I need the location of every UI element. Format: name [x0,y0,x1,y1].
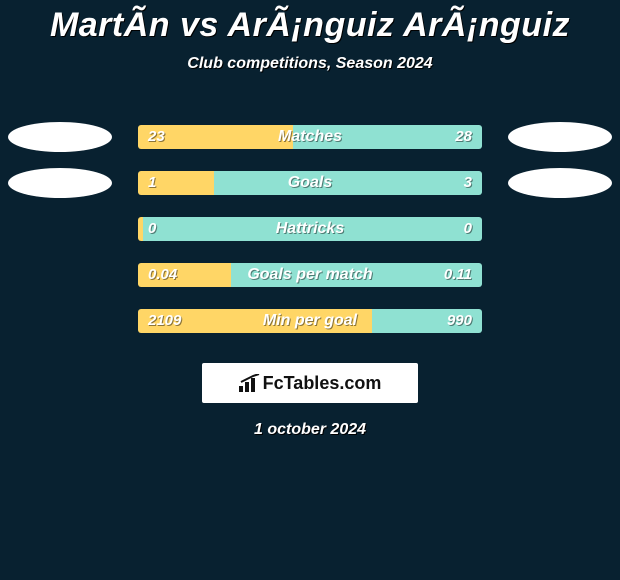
comparison-widget: MartÃ­n vs ArÃ¡nguiz ArÃ¡nguiz Club comp… [0,0,620,580]
stat-bar: Matches23 28 [138,125,482,149]
stat-value-right: 990 [447,309,472,333]
stat-label: Hattricks [138,217,482,241]
stat-value-left: 23 [148,125,165,149]
brand-text: FcTables.com [263,373,382,394]
stat-row: Hattricks0 0 [0,207,620,253]
player-right-oval [508,168,612,198]
stat-row: Goals1 3 [0,161,620,207]
player-left-oval [8,122,112,152]
stat-value-right: 0.11 [444,263,472,287]
stat-rows: Matches23 28 Goals1 3 Hattricks0 0 Goals per m… [0,115,620,345]
stat-value-left: 0.04 [148,263,177,287]
player-right-oval [508,122,612,152]
stat-value-right: 28 [455,125,472,149]
footer-date: 1 october 2024 [0,421,620,439]
stat-value-left: 2109 [148,309,181,333]
stat-bar: Goals1 3 [138,171,482,195]
brand-box[interactable]: FcTables.com [202,363,418,403]
stat-label: Min per goal [138,309,482,333]
stat-value-left: 0 [148,217,156,241]
stat-bar: Min per goal2109 990 [138,309,482,333]
stat-value-right: 0 [464,217,472,241]
stat-label: Matches [138,125,482,149]
player-left-oval [8,168,112,198]
stat-label: Goals [138,171,482,195]
subtitle: Club competitions, Season 2024 [0,55,620,73]
stat-value-right: 3 [464,171,472,195]
bar-chart-icon [239,374,261,392]
stat-bar: Hattricks0 0 [138,217,482,241]
stat-row: Matches23 28 [0,115,620,161]
stat-row: Min per goal2109 990 [0,299,620,345]
stat-label: Goals per match [138,263,482,287]
stat-row: Goals per match0.04 0.11 [0,253,620,299]
stat-value-left: 1 [148,171,156,195]
page-title: MartÃ­n vs ArÃ¡nguiz ArÃ¡nguiz [0,0,620,45]
stat-bar: Goals per match0.04 0.11 [138,263,482,287]
